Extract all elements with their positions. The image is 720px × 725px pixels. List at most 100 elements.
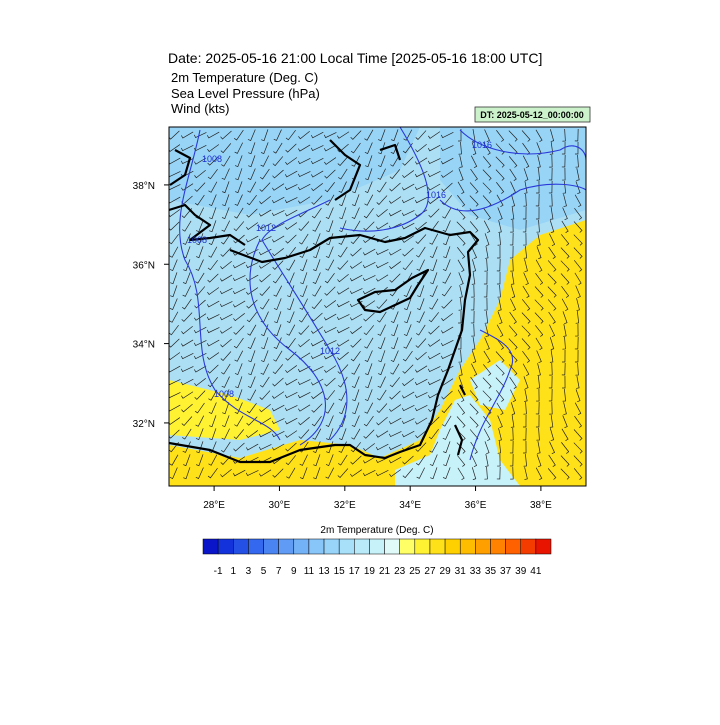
wind-barb: [495, 364, 505, 376]
colorbar-swatch: [475, 538, 491, 555]
wind-barb: [222, 194, 230, 207]
wind-barb: [574, 128, 579, 142]
wind-barb: [338, 376, 348, 388]
wind-barb: [273, 285, 283, 297]
wind-barb: [234, 350, 244, 362]
wind-barb: [233, 221, 245, 232]
wind-barb: [457, 259, 465, 272]
wind-barb: [261, 129, 269, 142]
wind-barb: [414, 378, 428, 386]
wind-barb: [415, 221, 427, 231]
wind-barb: [562, 207, 568, 221]
wind-barb: [521, 130, 531, 142]
wind-barb: [458, 297, 462, 311]
wind-barb: [429, 441, 439, 453]
wind-barb: [337, 273, 349, 283]
wind-barb: [375, 261, 389, 269]
wind-barb: [482, 169, 492, 181]
wind-barb: [352, 181, 360, 194]
wind-barb: [497, 311, 503, 324]
wind-barb: [442, 428, 451, 440]
wind-barb: [535, 129, 543, 142]
wind-barb: [521, 338, 531, 350]
wind-barb: [325, 259, 335, 271]
wind-barb: [235, 376, 243, 389]
wind-barb: [350, 469, 363, 477]
wind-barb: [196, 233, 204, 246]
wind-barb: [497, 415, 503, 429]
wind-barb: [246, 312, 257, 323]
wind-barb: [349, 301, 363, 308]
wind-barb: [561, 154, 566, 168]
wind-barb: [246, 402, 257, 414]
wind-barb: [428, 208, 440, 218]
wind-barb: [286, 467, 296, 479]
wind-barb: [574, 141, 579, 155]
wind-barb: [248, 142, 256, 155]
wind-barb: [169, 454, 179, 466]
wind-barb: [482, 377, 492, 389]
wind-barb: [523, 401, 527, 415]
wind-barb: [415, 234, 427, 244]
wind-barb: [311, 207, 322, 219]
wind-barb: [350, 442, 361, 453]
wind-barb: [389, 169, 401, 180]
wind-barb: [350, 234, 362, 245]
wind-barb: [169, 379, 181, 386]
wind-barb: [362, 248, 376, 256]
colorbar-label: 33: [470, 566, 482, 577]
wind-barb: [233, 248, 246, 256]
wind-barb: [510, 389, 517, 403]
wind-barb: [457, 181, 465, 195]
wind-barb: [299, 259, 308, 272]
wind-barb: [388, 209, 402, 217]
wind-barb: [403, 337, 413, 349]
wind-barb: [428, 325, 440, 335]
wind-barb: [310, 339, 324, 347]
wind-barb: [207, 364, 219, 374]
wind-barb: [298, 338, 310, 348]
wind-barb: [169, 311, 179, 323]
wind-barb: [170, 285, 178, 298]
wind-barb: [181, 208, 193, 219]
wind-barb: [402, 391, 415, 399]
wind-barb: [377, 363, 386, 376]
wind-barb: [352, 402, 360, 415]
wind-barb: [443, 454, 451, 467]
wind-barb: [509, 453, 514, 467]
wind-barb: [376, 299, 388, 309]
wind-barb: [351, 207, 360, 219]
wind-barb: [376, 416, 388, 426]
wind-barb: [510, 219, 514, 233]
wind-barb: [459, 363, 463, 376]
wind-barb: [391, 129, 399, 142]
wind-barb: [286, 311, 295, 324]
wind-barb: [247, 389, 257, 401]
wind-barb: [508, 338, 518, 350]
wind-barb: [221, 220, 231, 232]
wind-barb: [402, 170, 415, 179]
wind-barb: [182, 220, 192, 232]
colorbar-swatch: [369, 538, 385, 555]
wind-barb: [284, 209, 298, 217]
wind-barb: [376, 430, 389, 438]
wind-barb: [363, 325, 375, 336]
wind-barb: [298, 221, 310, 232]
wind-barb: [207, 260, 218, 271]
wind-barb: [312, 441, 321, 454]
wind-barb: [442, 415, 452, 427]
wind-barb: [534, 325, 544, 337]
wind-barb: [298, 325, 310, 335]
wind-barb: [497, 232, 501, 246]
wind-barb: [259, 469, 272, 477]
wind-barb: [561, 428, 569, 441]
wind-barb: [537, 441, 541, 454]
wind-barb: [297, 171, 311, 178]
wind-barb: [548, 388, 553, 402]
wind-barb: [573, 247, 583, 259]
wind-barb: [169, 352, 181, 360]
wind-barb: [562, 388, 566, 402]
wind-barb: [221, 415, 230, 428]
wind-barb: [575, 181, 581, 194]
wind-barb: [181, 298, 192, 310]
